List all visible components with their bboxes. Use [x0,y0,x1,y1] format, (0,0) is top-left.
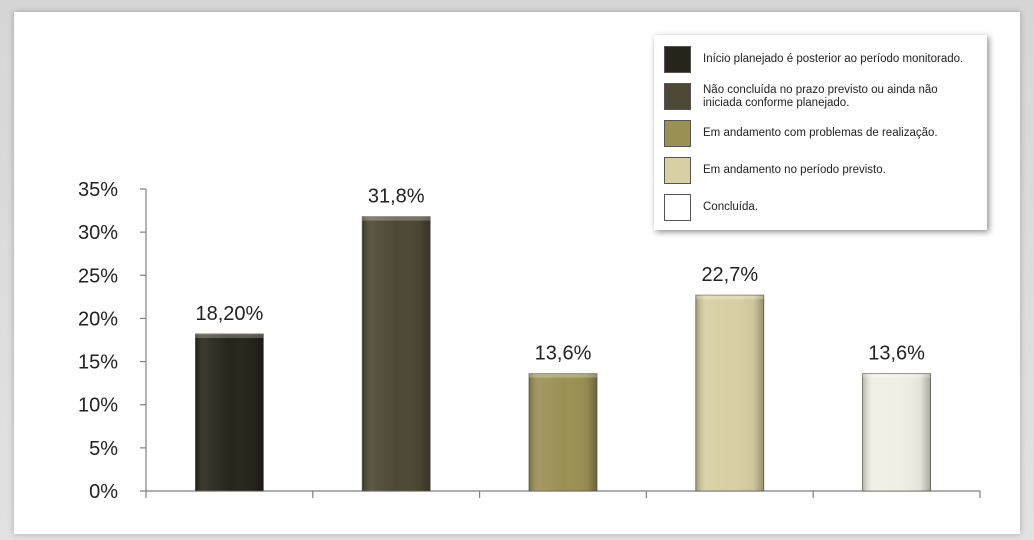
legend-label: Início planejado é posterior ao período … [703,53,964,65]
bar [695,294,765,492]
bar [862,373,931,492]
bar-top-highlight [362,216,431,221]
legend-swatch [664,83,691,110]
bar [528,373,598,492]
y-tick-label: 35% [78,179,118,201]
y-tick-label: 10% [78,395,118,417]
legend-item: Concluída. [664,189,979,226]
data-labels: 18,20% 31,8% 13,6% 22,7% 13,6% [195,186,925,365]
legend-swatch [664,157,691,184]
y-axis: 0% 5% 10% 15% 20% 25% 30% 35% [78,179,147,503]
legend-swatch [664,120,691,147]
data-label: 13,6% [868,343,925,365]
legend: Início planejado é posterior ao período … [654,35,987,230]
y-tick-label: 0% [89,481,118,503]
bar-top-highlight [529,373,597,378]
bar-top-highlight [862,373,931,378]
bars [194,216,931,492]
legend-label: Não concluída no prazo previsto ou ainda… [703,83,938,109]
y-tick-label: 5% [89,438,118,460]
bar-top-highlight [695,295,764,300]
legend-item: Em andamento no período previsto. [664,152,979,189]
bar [194,333,264,492]
data-label: 18,20% [195,303,263,325]
legend-item: Início planejado é posterior ao período … [664,41,979,78]
legend-swatch [664,46,691,73]
y-tick-label: 25% [78,265,118,287]
bar-top-highlight [195,333,264,338]
data-label: 31,8% [368,186,425,208]
x-axis [145,490,981,498]
bar-shading [195,333,264,491]
y-tick-label: 15% [78,352,118,374]
bar-shading [529,373,597,491]
legend-label: Em andamento no período previsto. [703,164,886,176]
y-tick-label: 30% [78,222,118,244]
legend-item: Em andamento com problemas de realização… [664,115,979,152]
y-tick-label: 20% [78,308,118,330]
bar-shading [862,373,931,491]
legend-label: Concluída. [703,201,758,213]
legend-item: Não concluída no prazo previsto ou ainda… [664,78,979,115]
bar-shading [695,295,764,491]
legend-swatch [664,194,691,221]
bar [361,216,431,492]
data-label: 22,7% [701,264,758,286]
legend-label: Em andamento com problemas de realização… [703,127,938,139]
bar-shading [362,216,431,491]
data-label: 13,6% [535,343,592,365]
